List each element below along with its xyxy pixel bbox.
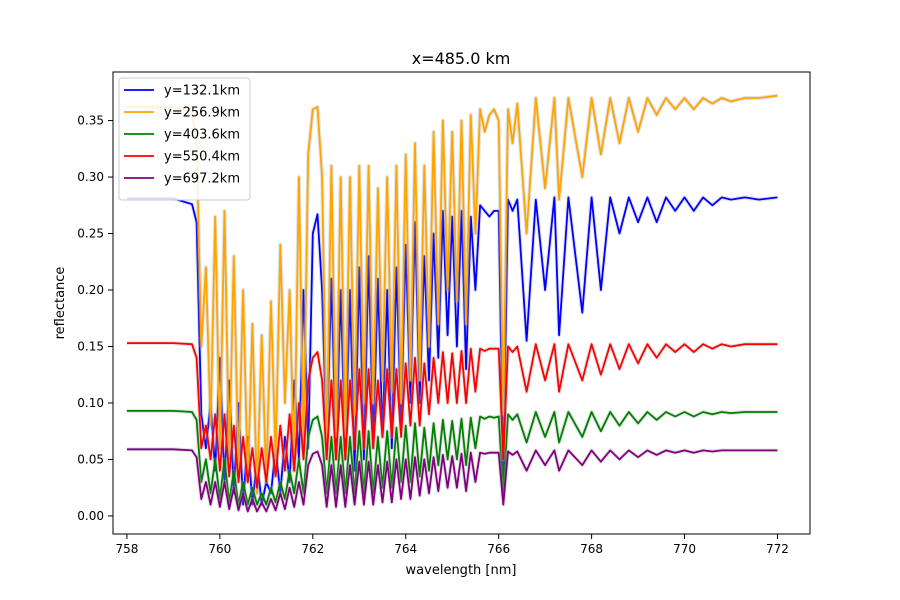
x-axis-ticks: 758 760 762 764 766 768 770 772 (115, 534, 789, 556)
series-line (126, 409, 778, 506)
series-line (126, 94, 778, 495)
legend-label: y=256.9km (164, 106, 240, 121)
x-axis-label: wavelength [nm] (406, 563, 517, 578)
x-tick-label: 772 (766, 542, 789, 556)
y-axis-label: reflectance (53, 267, 68, 340)
x-tick-label: 760 (208, 542, 231, 556)
x-tick-label: 766 (487, 542, 510, 556)
legend-label: y=403.6km (164, 128, 240, 143)
y-tick-label: 0.35 (77, 114, 104, 128)
y-axis-ticks: 0.00 0.05 0.10 0.15 0.20 0.25 0.30 0.35 (77, 114, 113, 523)
legend-label: y=550.4km (164, 150, 240, 165)
series-3 (126, 341, 778, 490)
series-line (126, 342, 778, 489)
y-tick-label: 0.20 (77, 283, 104, 297)
x-tick-label: 764 (394, 542, 417, 556)
x-tick-label: 768 (580, 542, 603, 556)
legend-box (118, 77, 251, 201)
series-layer (126, 93, 778, 514)
plot-frame (112, 71, 811, 535)
legend-label: y=697.2km (164, 172, 240, 187)
series-2 (126, 408, 778, 507)
y-tick-label: 0.30 (77, 170, 104, 184)
x-tick-label: 758 (115, 542, 138, 556)
series-4 (126, 447, 778, 514)
y-tick-label: 0.10 (77, 396, 104, 410)
x-tick-label: 770 (673, 542, 696, 556)
y-tick-label: 0.15 (77, 339, 104, 353)
chart-title: x=485.0 km (412, 49, 511, 68)
legend-label: y=132.1km (164, 84, 240, 99)
y-tick-label: 0.00 (77, 509, 104, 523)
y-tick-label: 0.25 (77, 227, 104, 241)
x-tick-label: 762 (301, 542, 324, 556)
series-1 (126, 93, 778, 496)
y-tick-label: 0.05 (77, 452, 104, 466)
series-line (126, 448, 778, 513)
legend: y=132.1km y=256.9km y=403.6km y=550.4km y=69… (118, 77, 251, 201)
